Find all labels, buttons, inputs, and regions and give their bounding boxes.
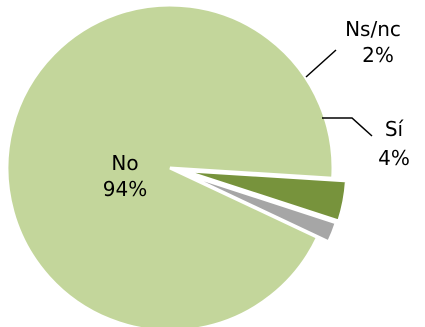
slice-nsnc — [180, 170, 339, 244]
slice-value-si: 4% — [378, 146, 410, 170]
slice-no — [5, 3, 335, 327]
leader-line-si — [322, 117, 373, 137]
slice-value-no: 94% — [103, 177, 147, 201]
slice-label-no: No — [111, 151, 138, 175]
leader-line-nsnc — [305, 49, 337, 78]
slice-si — [183, 169, 349, 223]
slice-label-si: Sí — [385, 117, 405, 141]
slice-value-nsnc: 2% — [362, 43, 394, 67]
slice-label-nsnc: Ns/nc — [345, 17, 401, 41]
